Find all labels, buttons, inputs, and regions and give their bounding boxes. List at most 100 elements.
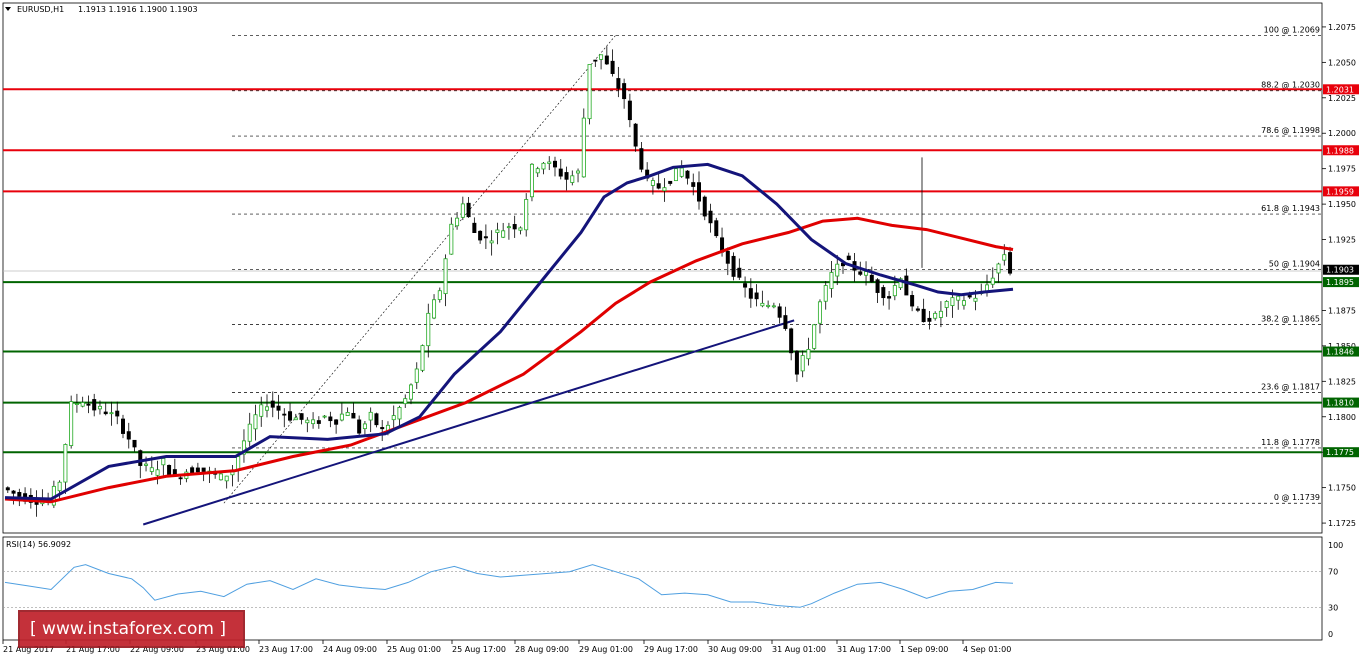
candle-body (293, 417, 298, 421)
candle-body (1002, 254, 1007, 261)
candle-body (898, 278, 903, 289)
x-tick-label: 24 Aug 09:00 (323, 645, 377, 654)
candle-body (950, 297, 955, 306)
candle-body (656, 183, 661, 189)
candle-body (771, 305, 776, 308)
y-tick-label: 1.1825 (1328, 377, 1356, 386)
candle-body (126, 431, 131, 440)
candle-body (933, 312, 938, 319)
symbol-label: EURUSD,H1 (17, 5, 64, 14)
candle-body (938, 310, 943, 318)
candle-body (345, 412, 350, 416)
candle-body (190, 467, 195, 474)
candle-body (904, 275, 909, 296)
candle-body (650, 180, 655, 186)
candle-body (443, 258, 448, 295)
rsi-tick-label: 70 (1328, 568, 1338, 577)
candle-body (316, 420, 321, 424)
candle-body (121, 418, 126, 434)
current-price-label: 1.1903 (1326, 266, 1354, 275)
candle-body (616, 78, 621, 89)
fib-level-label: 78.6 @ 1.1998 (1261, 126, 1320, 135)
candle-body (610, 60, 615, 74)
candle-body (276, 405, 281, 411)
x-tick-label: 28 Aug 09:00 (515, 645, 569, 654)
y-tick-label: 1.1875 (1328, 306, 1356, 315)
resistance-price-label: 1.2031 (1326, 85, 1354, 94)
candle-body (921, 308, 926, 323)
candle-body (622, 83, 627, 100)
x-tick-label: 30 Aug 09:00 (708, 645, 762, 654)
x-tick-label: 23 Aug 17:00 (259, 645, 313, 654)
candle-body (466, 202, 471, 218)
candle-body (789, 328, 794, 354)
candle-body (990, 277, 995, 285)
resistance-price-label: 1.1959 (1326, 187, 1354, 196)
rsi-pane: 100 70 30 0 (2, 536, 1343, 641)
dropdown-icon[interactable] (5, 7, 11, 11)
candle-body (702, 196, 707, 217)
candle-body (535, 168, 540, 174)
fib-level-label: 23.6 @ 1.1817 (1261, 383, 1320, 392)
candle-body (846, 255, 851, 260)
support-price-label: 1.1846 (1326, 348, 1354, 357)
candle-body (501, 230, 506, 238)
candle-body (460, 203, 465, 218)
candle-body (892, 285, 897, 297)
candle-body (414, 368, 419, 383)
candle-body (449, 223, 454, 255)
support-price-label: 1.1895 (1326, 278, 1354, 287)
candle-body (697, 182, 702, 202)
fib-level-label: 100 @ 1.2069 (1264, 25, 1320, 34)
y-tick-label: 1.1925 (1328, 236, 1356, 245)
candle-body (1008, 252, 1013, 274)
candle-body (374, 413, 379, 426)
candle-body (224, 475, 229, 482)
support-price-tag (1323, 277, 1359, 288)
candle-body (576, 170, 581, 174)
candle-body (558, 168, 563, 177)
x-tick-label: 29 Aug 17:00 (644, 645, 698, 654)
candle-body (875, 279, 880, 293)
candle-body (241, 440, 246, 455)
fib-level-label: 88.2 @ 1.2030 (1261, 81, 1320, 90)
candle-body (368, 411, 373, 421)
candle-body (86, 403, 91, 406)
candle-body (201, 467, 206, 472)
rsi-label: RSI(14) 56.9092 (6, 540, 71, 549)
candle-body (829, 272, 834, 289)
fib-level-label: 11.8 @ 1.1778 (1261, 438, 1320, 447)
candle-body (967, 295, 972, 298)
candle-body (195, 467, 200, 473)
candle-body (178, 477, 183, 480)
main-frame (2, 2, 1323, 534)
candle-body (495, 229, 500, 233)
support-price-tag (1323, 346, 1359, 357)
support-price-label: 1.1810 (1326, 399, 1354, 408)
candle-body (132, 439, 137, 448)
candle-body (973, 297, 978, 302)
candle-body (259, 404, 264, 417)
candle-body (328, 416, 333, 422)
resistance-price-tag (1323, 84, 1359, 95)
candle-body (564, 172, 569, 180)
candle-body (685, 170, 690, 179)
candle-body (679, 167, 684, 177)
candle-body (996, 263, 1001, 274)
x-tick-label: 29 Aug 01:00 (579, 645, 633, 654)
candle-body (397, 407, 402, 420)
candle-body (691, 182, 696, 187)
candle-body (92, 399, 97, 411)
support-price-tag (1323, 397, 1359, 408)
x-tick-label: 1 Sep 09:00 (900, 645, 948, 654)
y-tick-label: 1.2050 (1328, 58, 1356, 67)
ohlc-values: 1.1913 1.1916 1.1900 1.1903 (78, 5, 198, 14)
x-tick-label: 21 Aug 17:00 (66, 645, 120, 654)
rsi-line (4, 564, 1014, 608)
x-tick-label: 31 Aug 01:00 (772, 645, 826, 654)
candle-body (322, 415, 327, 418)
candle-body (218, 473, 223, 481)
candle-body (161, 458, 166, 466)
rsi-tick-label: 100 (1328, 541, 1343, 550)
